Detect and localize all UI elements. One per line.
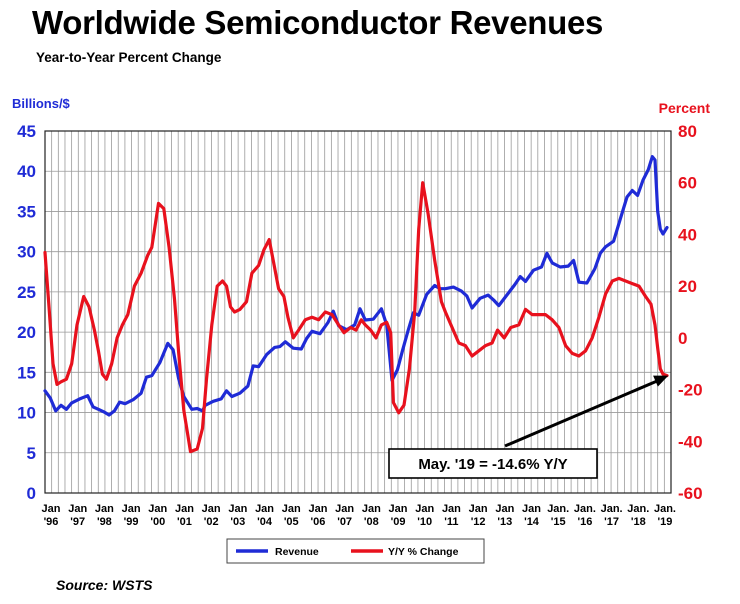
plot-frame bbox=[44, 130, 672, 494]
x-tick-label: Jan bbox=[122, 503, 141, 515]
right-axis-label: Percent bbox=[659, 100, 711, 116]
x-tick-year-label: '17 bbox=[604, 516, 619, 528]
x-tick-year-label: '01 bbox=[177, 516, 192, 528]
x-tick-year-label: '11 bbox=[444, 516, 458, 528]
right-tick-label: 80 bbox=[678, 122, 697, 141]
left-axis-ticks: 0 5 10 15 20 25 30 35 40 45 bbox=[17, 122, 36, 503]
x-tick-year-label: '16 bbox=[577, 516, 592, 528]
x-tick-label: Jan bbox=[95, 503, 114, 515]
right-tick-label: 20 bbox=[678, 277, 697, 296]
x-axis-ticks: Jan'96Jan'97Jan'98Jan'99Jan'00Jan'01Jan'… bbox=[42, 503, 676, 528]
x-tick-label: Jan bbox=[362, 503, 381, 515]
x-tick-label: Jan bbox=[202, 503, 221, 515]
x-tick-label: Jan bbox=[308, 503, 327, 515]
x-tick-label: Jan bbox=[442, 503, 461, 515]
x-tick-year-label: '98 bbox=[97, 516, 112, 528]
x-tick-year-label: '05 bbox=[284, 516, 299, 528]
x-tick-year-label: '06 bbox=[311, 516, 326, 528]
x-tick-label: Jan bbox=[522, 503, 541, 515]
x-tick-label: Jan bbox=[389, 503, 408, 515]
revenue-line bbox=[43, 155, 669, 417]
grid bbox=[44, 130, 672, 494]
x-tick-label: Jan bbox=[255, 503, 274, 515]
annotation-box bbox=[388, 448, 598, 479]
left-axis-label: Billions/$ bbox=[12, 96, 71, 111]
series-lines bbox=[43, 155, 669, 454]
x-tick-year-label: '10 bbox=[417, 516, 432, 528]
x-tick-year-label: '15 bbox=[551, 516, 566, 528]
left-tick-label: 20 bbox=[17, 323, 36, 342]
x-tick-year-label: '02 bbox=[204, 516, 219, 528]
x-tick-year-label: '19 bbox=[658, 516, 673, 528]
chart-title: Worldwide Semiconductor Revenues bbox=[32, 4, 604, 41]
x-tick-label: Jan bbox=[175, 503, 194, 515]
x-tick-label: Jan bbox=[415, 503, 434, 515]
x-tick-label: Jan. bbox=[601, 503, 623, 515]
x-tick-label: Jan bbox=[495, 503, 514, 515]
x-tick-label: Jan. bbox=[627, 503, 649, 515]
legend-label: Y/Y % Change bbox=[388, 546, 459, 558]
x-tick-year-label: '07 bbox=[337, 516, 352, 528]
right-tick-label: -60 bbox=[678, 484, 703, 503]
x-tick-year-label: '13 bbox=[497, 516, 512, 528]
left-tick-label: 0 bbox=[27, 484, 36, 503]
left-tick-label: 5 bbox=[27, 444, 36, 463]
x-tick-label: Jan bbox=[228, 503, 247, 515]
legend-label: Revenue bbox=[275, 546, 319, 558]
x-tick-year-label: '03 bbox=[230, 516, 245, 528]
x-tick-label: Jan bbox=[469, 503, 488, 515]
x-tick-label: Jan bbox=[282, 503, 301, 515]
x-tick-year-label: '14 bbox=[524, 516, 540, 528]
x-tick-year-label: '97 bbox=[70, 516, 85, 528]
x-tick-year-label: '08 bbox=[364, 516, 379, 528]
left-tick-label: 10 bbox=[17, 404, 36, 423]
x-tick-year-label: '99 bbox=[124, 516, 139, 528]
source-note: Source: WSTS bbox=[56, 577, 153, 593]
yy-change-line bbox=[43, 181, 669, 454]
chart-subtitle: Year-to-Year Percent Change bbox=[36, 50, 222, 65]
x-tick-year-label: '12 bbox=[471, 516, 486, 528]
x-tick-label: Jan bbox=[148, 503, 167, 515]
x-tick-label: Jan bbox=[335, 503, 354, 515]
x-tick-year-label: '00 bbox=[150, 516, 165, 528]
x-tick-label: Jan. bbox=[547, 503, 569, 515]
right-tick-label: 40 bbox=[678, 225, 697, 244]
x-tick-year-label: '04 bbox=[257, 516, 273, 528]
x-tick-year-label: '09 bbox=[391, 516, 406, 528]
left-tick-label: 15 bbox=[17, 363, 36, 382]
x-tick-label: Jan bbox=[42, 503, 61, 515]
annotation: May. '19 = -14.6% Y/Y bbox=[388, 375, 669, 479]
right-tick-label: 0 bbox=[678, 329, 687, 348]
x-tick-label: Jan bbox=[68, 503, 87, 515]
x-tick-year-label: '96 bbox=[44, 516, 59, 528]
annotation-text: May. '19 = -14.6% Y/Y bbox=[418, 456, 567, 473]
x-tick-year-label: '18 bbox=[631, 516, 646, 528]
legend: Revenue Y/Y % Change bbox=[226, 538, 485, 564]
right-axis-ticks: -60 -40 -20 0 20 40 60 80 bbox=[678, 122, 703, 503]
left-tick-label: 25 bbox=[17, 283, 36, 302]
left-tick-label: 45 bbox=[17, 122, 36, 141]
left-tick-label: 35 bbox=[17, 202, 36, 221]
right-tick-label: -40 bbox=[678, 432, 703, 451]
x-tick-label: Jan. bbox=[654, 503, 676, 515]
right-tick-label: -20 bbox=[678, 381, 703, 400]
left-tick-label: 30 bbox=[17, 243, 36, 262]
x-tick-label: Jan. bbox=[574, 503, 596, 515]
right-tick-label: 60 bbox=[678, 174, 697, 193]
left-tick-label: 40 bbox=[17, 162, 36, 181]
annotation-arrowhead bbox=[653, 375, 669, 387]
annotation-arrow-line bbox=[504, 378, 661, 448]
